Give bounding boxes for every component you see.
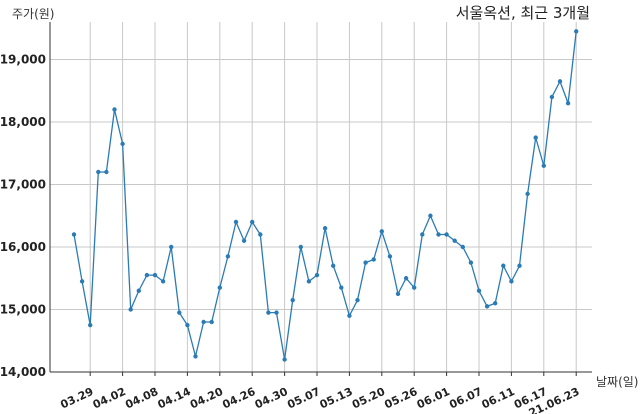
data-point	[233, 219, 239, 225]
x-tick-label: 04.30	[253, 385, 290, 412]
data-point	[371, 257, 376, 262]
data-point	[452, 238, 457, 243]
data-point	[460, 244, 465, 250]
y-tick-label: 17,000	[0, 178, 46, 192]
chart-title: 서울옥션, 최근 3개월	[456, 4, 590, 22]
x-tick-label: 04.20	[188, 385, 225, 412]
tick-layer: 14,000 15,000 16,000 17,000 18,000 19,000 03.2…	[0, 53, 581, 414]
data-point	[169, 244, 174, 250]
x-tick-label: 04.26	[220, 385, 257, 412]
data-point	[306, 279, 312, 284]
data-point	[322, 226, 328, 231]
x-tick-label: 05.26	[382, 385, 419, 412]
data-point	[217, 285, 222, 290]
data-point	[541, 163, 546, 168]
data-point	[420, 232, 425, 237]
data-point	[355, 297, 360, 303]
y-tick-label: 14,000	[0, 365, 46, 379]
grid-layer	[50, 22, 592, 373]
data-point	[403, 276, 409, 281]
data-point	[565, 101, 571, 106]
x-tick-label: 05.13	[318, 385, 355, 411]
data-point	[331, 263, 336, 268]
data-point	[517, 263, 522, 268]
data-point	[363, 260, 368, 265]
data-point	[274, 310, 279, 315]
y-axis-label: 주가(원)	[12, 7, 54, 21]
axis-layer	[49, 22, 592, 376]
x-tick-label: 06.01	[415, 385, 452, 411]
data-point	[525, 191, 530, 197]
data-point	[152, 272, 158, 278]
data-point	[136, 288, 141, 293]
y-tick-label: 15,000	[0, 303, 46, 317]
y-tick-label: 16,000	[0, 240, 46, 254]
x-tick-label: 06.11	[480, 385, 517, 411]
data-point	[476, 288, 482, 293]
data-point	[144, 272, 150, 278]
data-point	[79, 279, 85, 284]
data-point	[574, 29, 579, 34]
data-point	[104, 169, 109, 175]
data-point	[225, 254, 231, 259]
data-point	[298, 244, 303, 250]
x-tick-label: 04.02	[91, 385, 128, 411]
data-point	[71, 232, 77, 237]
x-tick-label: 04.08	[123, 385, 160, 411]
data-point	[428, 213, 433, 218]
data-point	[347, 313, 352, 318]
y-tick-label: 18,000	[0, 115, 46, 129]
x-tick-label: 05.07	[285, 385, 322, 411]
x-tick-label: 03.29	[58, 385, 95, 411]
data-point	[444, 232, 449, 237]
data-point	[339, 285, 344, 290]
data-point	[395, 291, 401, 297]
x-axis-label: 날짜(일)	[596, 375, 638, 389]
data-point	[209, 319, 214, 325]
data-point	[493, 301, 498, 306]
data-point	[112, 107, 117, 112]
data-point	[501, 263, 506, 268]
y-tick-label: 19,000	[0, 53, 46, 67]
data-point	[436, 232, 441, 237]
data-point	[509, 279, 514, 284]
data-point	[557, 79, 563, 84]
data-point	[282, 357, 287, 362]
data-point	[185, 322, 190, 328]
data-point	[549, 94, 555, 100]
data-point	[241, 238, 247, 243]
data-point	[484, 304, 490, 309]
data-point	[160, 279, 166, 284]
data-point	[177, 310, 182, 315]
series-layer	[71, 29, 579, 362]
data-point	[120, 141, 125, 147]
data-point	[266, 310, 271, 315]
data-point	[250, 219, 255, 225]
x-tick-label: 04.14	[156, 385, 193, 412]
data-point	[379, 229, 384, 234]
data-point	[258, 232, 263, 237]
data-point	[533, 135, 538, 140]
data-point	[387, 254, 393, 259]
data-point	[128, 307, 133, 312]
data-point	[468, 260, 474, 265]
x-tick-label: 06.07	[447, 385, 484, 411]
price-series-line	[73, 31, 577, 360]
data-point	[314, 272, 320, 278]
data-point	[193, 354, 198, 359]
data-point	[290, 297, 295, 303]
data-point	[96, 169, 101, 175]
data-point	[88, 322, 93, 328]
data-point	[201, 319, 206, 325]
x-tick-label: 05.20	[350, 385, 387, 412]
data-point	[412, 285, 417, 290]
